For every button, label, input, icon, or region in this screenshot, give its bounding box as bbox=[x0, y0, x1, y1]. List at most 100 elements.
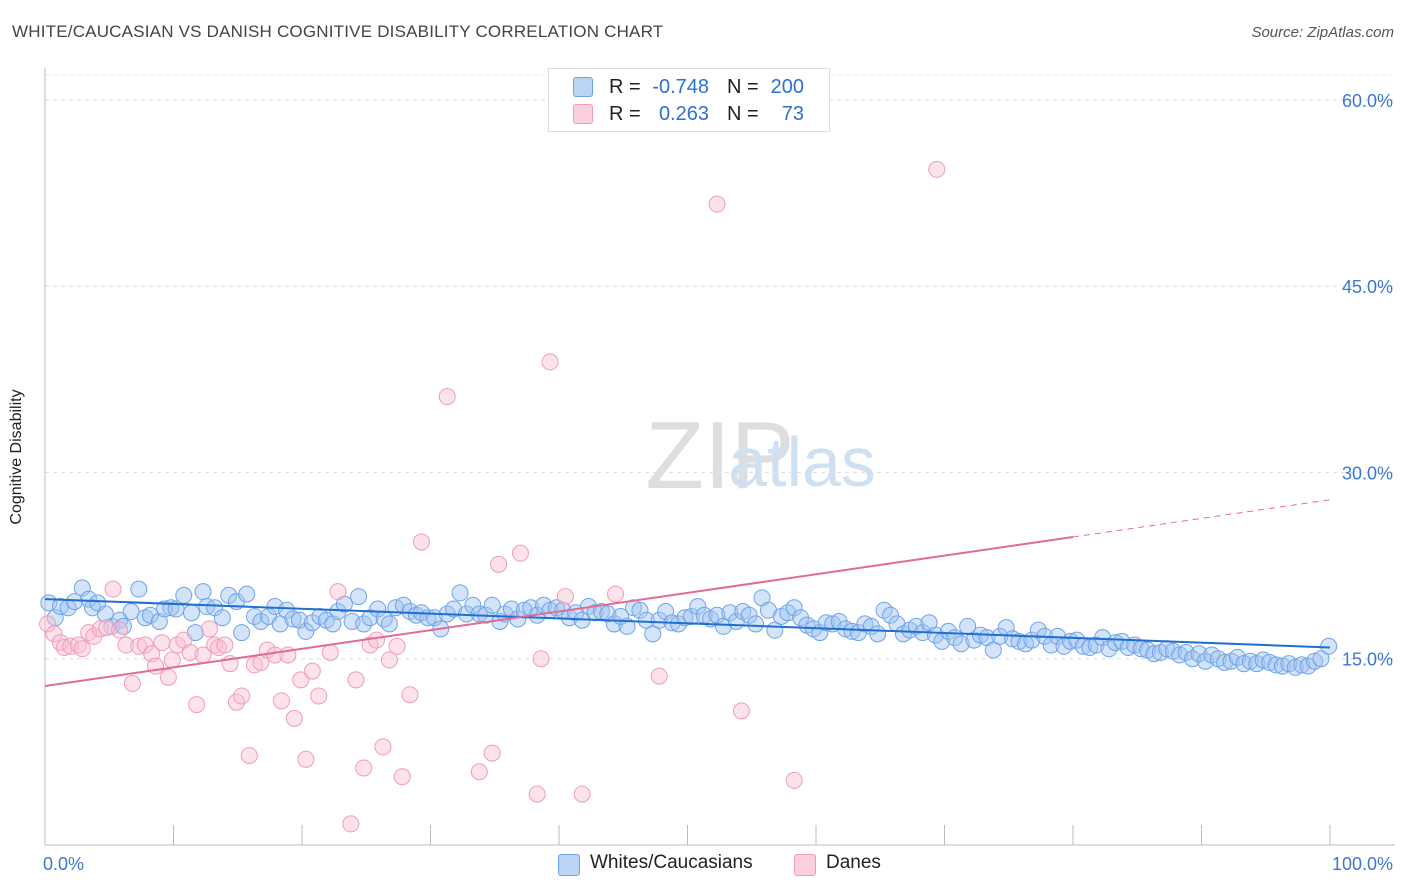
grid-lines bbox=[45, 74, 1395, 660]
data-point-whites bbox=[380, 615, 398, 633]
legend-r-label: R = bbox=[609, 76, 641, 98]
data-point-whites bbox=[233, 624, 251, 642]
data-point-danes bbox=[342, 815, 360, 833]
data-point-whites bbox=[156, 600, 174, 618]
data-point-whites bbox=[721, 604, 739, 622]
data-point-whites bbox=[1312, 650, 1330, 668]
legend-n-value: 200 bbox=[770, 76, 804, 98]
correlation-legend: R = -0.748 N = 200 R = 0.263 N = 73 bbox=[548, 68, 830, 132]
data-point-whites bbox=[1293, 656, 1311, 674]
data-point-whites bbox=[271, 615, 289, 633]
data-point-danes bbox=[541, 353, 559, 371]
data-point-whites bbox=[939, 622, 957, 640]
data-point-whites bbox=[445, 600, 463, 618]
legend-swatch-danes bbox=[573, 104, 593, 124]
chart-title: WHITE/CAUCASIAN VS DANISH COGNITIVE DISA… bbox=[12, 22, 664, 41]
tick-labels: 15.0% 30.0% 45.0% 60.0% 0.0% 100.0% bbox=[43, 91, 1393, 874]
data-point-whites bbox=[618, 617, 636, 635]
data-point-whites bbox=[1100, 640, 1118, 658]
data-point-whites bbox=[676, 609, 694, 627]
data-point-whites bbox=[644, 625, 662, 643]
legend-swatch-whites bbox=[573, 77, 593, 97]
data-point-danes bbox=[233, 687, 251, 705]
data-point-whites bbox=[369, 600, 387, 618]
trend-lines bbox=[44, 499, 1331, 688]
data-point-danes bbox=[483, 744, 501, 762]
legend-swatch-whites bbox=[558, 854, 580, 876]
data-point-danes bbox=[347, 671, 365, 689]
data-point-whites bbox=[907, 617, 925, 635]
data-point-whites bbox=[80, 590, 98, 608]
data-point-danes bbox=[393, 768, 411, 786]
data-point-whites bbox=[1216, 653, 1234, 671]
data-point-whites bbox=[1029, 621, 1047, 639]
legend-swatch-danes bbox=[794, 854, 816, 876]
data-point-whites bbox=[297, 622, 315, 640]
data-point-danes bbox=[111, 621, 129, 639]
x-tick-label: 0.0% bbox=[43, 854, 84, 874]
data-point-whites bbox=[470, 605, 488, 623]
data-point-whites bbox=[1196, 652, 1214, 670]
data-point-danes bbox=[153, 634, 171, 652]
data-point-whites bbox=[141, 606, 159, 624]
data-point-whites bbox=[1228, 648, 1246, 666]
data-point-danes bbox=[732, 702, 750, 720]
series-legend: Whites/Caucasians Danes bbox=[0, 852, 1406, 878]
legend-n-label: N = bbox=[727, 103, 759, 125]
data-point-whites bbox=[175, 586, 193, 604]
data-point-danes bbox=[388, 637, 406, 655]
data-point-danes bbox=[528, 785, 546, 803]
y-tick-label: 30.0% bbox=[1342, 463, 1393, 483]
data-point-danes bbox=[104, 580, 122, 598]
data-point-danes bbox=[216, 636, 234, 654]
legend-r-value: 0.263 bbox=[658, 103, 709, 125]
y-tick-label: 60.0% bbox=[1342, 91, 1393, 111]
data-point-whites bbox=[66, 593, 84, 611]
data-point-whites bbox=[238, 585, 256, 603]
data-point-danes bbox=[73, 640, 91, 658]
data-point-danes bbox=[368, 631, 386, 649]
data-point-danes bbox=[266, 646, 284, 664]
data-point-danes bbox=[355, 759, 373, 777]
data-point-danes bbox=[607, 585, 625, 603]
legend-r-label: R = bbox=[609, 103, 641, 125]
data-point-whites bbox=[952, 635, 970, 653]
legend-n-label: N = bbox=[727, 76, 759, 98]
data-point-whites bbox=[122, 603, 140, 621]
data-point-danes bbox=[181, 644, 199, 661]
data-point-danes bbox=[91, 620, 109, 638]
data-point-danes bbox=[159, 668, 177, 686]
data-point-danes bbox=[511, 544, 529, 562]
data-point-danes bbox=[401, 686, 419, 704]
data-point-whites bbox=[284, 610, 302, 628]
data-point-whites bbox=[817, 614, 835, 632]
data-point-danes bbox=[329, 583, 347, 601]
data-point-whites bbox=[350, 588, 368, 606]
data-point-whites bbox=[213, 609, 231, 627]
data-point-danes bbox=[650, 667, 668, 685]
watermark-zip: ZIP bbox=[645, 402, 794, 509]
data-point-danes bbox=[123, 675, 141, 693]
data-point-danes bbox=[55, 639, 73, 657]
data-point-whites bbox=[1267, 656, 1285, 674]
data-point-danes bbox=[303, 662, 321, 680]
legend-n-value: 73 bbox=[781, 103, 804, 125]
data-point-danes bbox=[45, 625, 63, 643]
data-point-danes bbox=[928, 160, 946, 178]
trend-line-danes bbox=[44, 536, 1074, 688]
x-tick-label: 100.0% bbox=[1332, 854, 1393, 874]
y-tick-label: 45.0% bbox=[1342, 277, 1393, 297]
data-point-danes bbox=[240, 747, 258, 765]
data-point-whites bbox=[483, 596, 501, 614]
data-point-danes bbox=[438, 388, 456, 406]
data-point-whites bbox=[631, 601, 649, 619]
data-point-whites bbox=[927, 626, 945, 644]
data-point-danes bbox=[117, 636, 135, 654]
data-point-danes bbox=[573, 785, 591, 803]
data-point-danes bbox=[532, 650, 550, 668]
data-point-danes bbox=[380, 651, 398, 669]
data-point-whites bbox=[747, 615, 765, 633]
data-point-danes bbox=[39, 615, 57, 633]
data-point-whites bbox=[843, 622, 861, 640]
